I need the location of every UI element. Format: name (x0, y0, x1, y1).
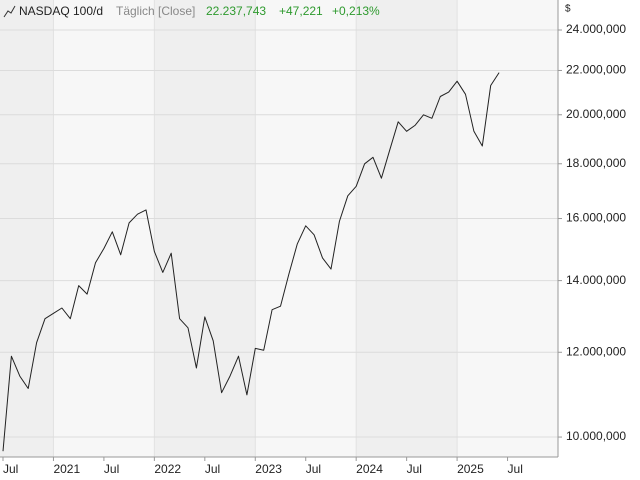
y-tick-label: 22.000,000 (566, 63, 626, 77)
band (255, 0, 357, 457)
y-tick-label: 20.000,000 (566, 107, 626, 121)
x-tick-label: Jul (205, 462, 220, 476)
legend-subtitle: Täglich [Close] (116, 4, 195, 18)
last-value: 22.237,743 (206, 4, 266, 18)
y-tick-label: 16.000,000 (566, 211, 626, 225)
band (457, 0, 558, 457)
line-icon (3, 5, 16, 18)
x-tick-label: 2024 (356, 462, 383, 476)
x-tick-label: 2023 (255, 462, 282, 476)
plot-background (0, 0, 558, 457)
y-tick-label: 12.000,000 (566, 344, 626, 358)
legend-title: NASDAQ 100/d (19, 4, 103, 18)
x-tick-label: 2021 (53, 462, 80, 476)
band (356, 0, 458, 457)
band (53, 0, 155, 457)
price-line (2, 72, 500, 452)
x-tick-label: 2022 (154, 462, 181, 476)
band (154, 0, 256, 457)
y-tick-label: 18.000,000 (566, 156, 626, 170)
x-tick-label: Jul (407, 462, 422, 476)
band (0, 0, 54, 457)
grid (0, 0, 558, 457)
y-tick-label: 10.000,000 (566, 429, 626, 443)
change: +47,221 (279, 4, 323, 18)
change-percent: +0,213% (332, 4, 380, 18)
x-tick-label: Jul (3, 462, 18, 476)
y-unit: $ (565, 4, 571, 15)
plot (2, 72, 500, 452)
x-tick-label: 2025 (457, 462, 484, 476)
x-tick-label: Jul (104, 462, 119, 476)
y-tick-label: 14.000,000 (566, 273, 626, 287)
y-tick-label: 24.000,000 (566, 22, 626, 36)
x-tick-label: Jul (508, 462, 523, 476)
x-tick-label: Jul (306, 462, 321, 476)
